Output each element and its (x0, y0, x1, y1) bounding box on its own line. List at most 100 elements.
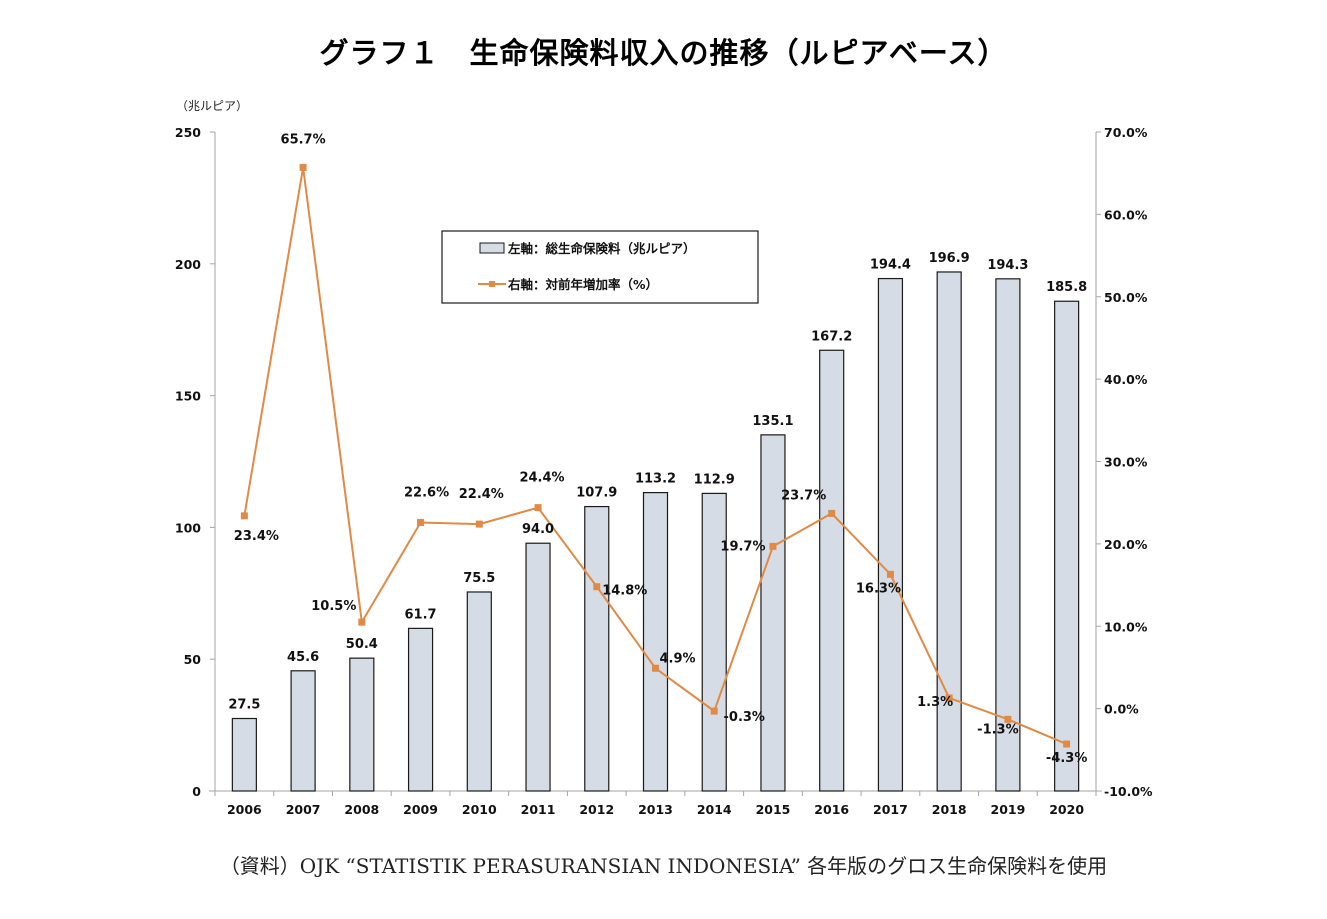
left-axis-tick-label: 0 (192, 784, 201, 799)
x-axis-tick-label: 2006 (227, 802, 262, 817)
source-note: （資料）OJK “STATISTIK PERASURANSIAN INDONES… (219, 854, 1108, 878)
axes: 0 50 100 150 200 250 -10.0% 0.0% 10.0% 20.0% 30.0%… (175, 125, 1153, 817)
growth-marker-2012 (593, 583, 601, 591)
x-axis-tick-label: 2018 (932, 802, 967, 817)
growth-value-label: 23.7% (781, 488, 826, 503)
growth-value-label: 22.4% (459, 487, 504, 502)
x-axis-tick-label: 2014 (697, 802, 732, 817)
growth-marker-2006 (240, 512, 248, 520)
bar-2017 (877, 277, 904, 792)
bar-2006 (231, 717, 257, 792)
legend: 左軸：総生命保険料（兆ルピア） 右軸：対前年増加率（%） (441, 230, 759, 304)
right-axis-tick-label: 50.0% (1104, 290, 1148, 305)
data-labels: 27.5 45.6 50.4 61.7 75.5 94.0 107.9 113.2 112.9 1… (228, 132, 1087, 766)
legend-entry-line: 右軸：対前年増加率（%） (507, 277, 658, 292)
left-axis-unit-label: （兆ルピア） (176, 99, 249, 113)
growth-value-label: 19.7% (720, 539, 765, 554)
bar-2013 (642, 492, 669, 792)
x-axis-tick-label: 2016 (814, 802, 849, 817)
left-axis-tick-label: 50 (184, 652, 202, 667)
growth-value-label: 22.6% (404, 485, 449, 500)
growth-marker-2010 (475, 520, 483, 528)
growth-value-label: 10.5% (311, 599, 356, 614)
bar-value-label: 194.3 (987, 258, 1028, 273)
left-axis-tick-label: 100 (175, 520, 201, 535)
x-axis-tick-label: 2015 (756, 802, 791, 817)
x-axis-tick-label: 2010 (462, 802, 497, 817)
bar-value-label: 94.0 (522, 522, 554, 537)
growth-marker-2017 (886, 570, 894, 578)
bar-2014 (701, 492, 727, 792)
growth-marker-2011 (534, 504, 542, 512)
right-axis-tick-label: 70.0% (1104, 125, 1148, 140)
growth-value-label: 65.7% (281, 132, 326, 147)
growth-value-label: -1.3% (977, 722, 1018, 737)
bar-value-label: 27.5 (228, 698, 260, 713)
left-axis-tick-label: 150 (175, 389, 201, 404)
left-axis-tick-label: 250 (175, 125, 201, 140)
bar-2015 (760, 434, 786, 792)
legend-entry-bars: 左軸：総生命保険料（兆ルピア） (507, 241, 696, 256)
growth-value-label: 4.9% (659, 651, 695, 666)
right-axis-tick-label: 30.0% (1104, 455, 1148, 470)
bars (231, 271, 1080, 792)
bar-2012 (584, 505, 610, 792)
legend-bar-swatch (479, 242, 505, 254)
bar-2018 (936, 271, 962, 792)
bar-2011 (525, 542, 551, 792)
x-axis-tick-label: 2007 (286, 802, 321, 817)
bar-2007 (290, 670, 316, 792)
x-axis-tick-label: 2020 (1049, 802, 1084, 817)
growth-marker-2008 (358, 618, 366, 626)
bar-value-label: 135.1 (752, 414, 793, 429)
growth-value-label: 1.3% (917, 695, 953, 710)
growth-value-label: -0.3% (724, 710, 765, 725)
x-axis-tick-label: 2017 (873, 802, 908, 817)
bar-value-label: 75.5 (463, 571, 495, 586)
growth-line-series (240, 163, 1071, 748)
growth-marker-2018 (945, 694, 953, 702)
bar-value-label: 194.4 (870, 258, 911, 273)
right-axis-tick-label: 60.0% (1104, 207, 1148, 222)
right-axis-tick-label: -10.0% (1104, 784, 1153, 799)
x-axis-tick-label: 2019 (991, 802, 1026, 817)
growth-marker-2009 (417, 518, 425, 526)
right-axis-tick-label: 0.0% (1104, 702, 1139, 717)
x-axis-tick-label: 2013 (638, 802, 673, 817)
x-axis-tick-label: 2008 (344, 802, 379, 817)
growth-value-label: 14.8% (602, 584, 647, 599)
bar-value-label: 167.2 (811, 329, 852, 344)
bar-value-label: 185.8 (1046, 280, 1087, 295)
right-axis-tick-label: 40.0% (1104, 372, 1148, 387)
bar-2016 (819, 349, 845, 792)
growth-marker-2019 (1004, 715, 1012, 723)
bar-2008 (349, 657, 375, 792)
bar-2009 (407, 627, 434, 792)
bar-value-label: 45.6 (287, 650, 319, 665)
bar-value-label: 107.9 (576, 486, 617, 501)
bar-value-label: 196.9 (929, 251, 970, 266)
legend-line-marker (489, 281, 495, 287)
bar-2020 (1054, 300, 1080, 792)
right-axis-tick-label: 20.0% (1104, 537, 1148, 552)
left-axis-tick-label: 200 (175, 257, 201, 272)
growth-marker-2013 (652, 664, 659, 672)
x-axis-tick-label: 2011 (521, 802, 556, 817)
bar-value-label: 61.7 (405, 607, 437, 622)
growth-marker-2020 (1063, 740, 1071, 748)
growth-marker-2015 (769, 542, 777, 550)
bar-value-label: 113.2 (635, 472, 676, 487)
growth-marker-2007 (299, 163, 307, 171)
right-axis-tick-label: 10.0% (1104, 619, 1148, 634)
bar-2019 (995, 278, 1021, 792)
growth-marker-2014 (710, 707, 718, 715)
growth-value-label: -4.3% (1046, 751, 1087, 766)
chart-title: グラフ１ 生命保険料収入の推移（ルピアベース） (319, 36, 1008, 70)
bar-value-label: 112.9 (694, 472, 735, 487)
growth-value-label: 23.4% (234, 529, 279, 544)
x-axis-tick-label: 2012 (579, 802, 614, 817)
growth-value-label: 24.4% (519, 471, 564, 486)
bar-value-label: 50.4 (346, 637, 378, 652)
growth-value-label: 16.3% (856, 581, 901, 596)
